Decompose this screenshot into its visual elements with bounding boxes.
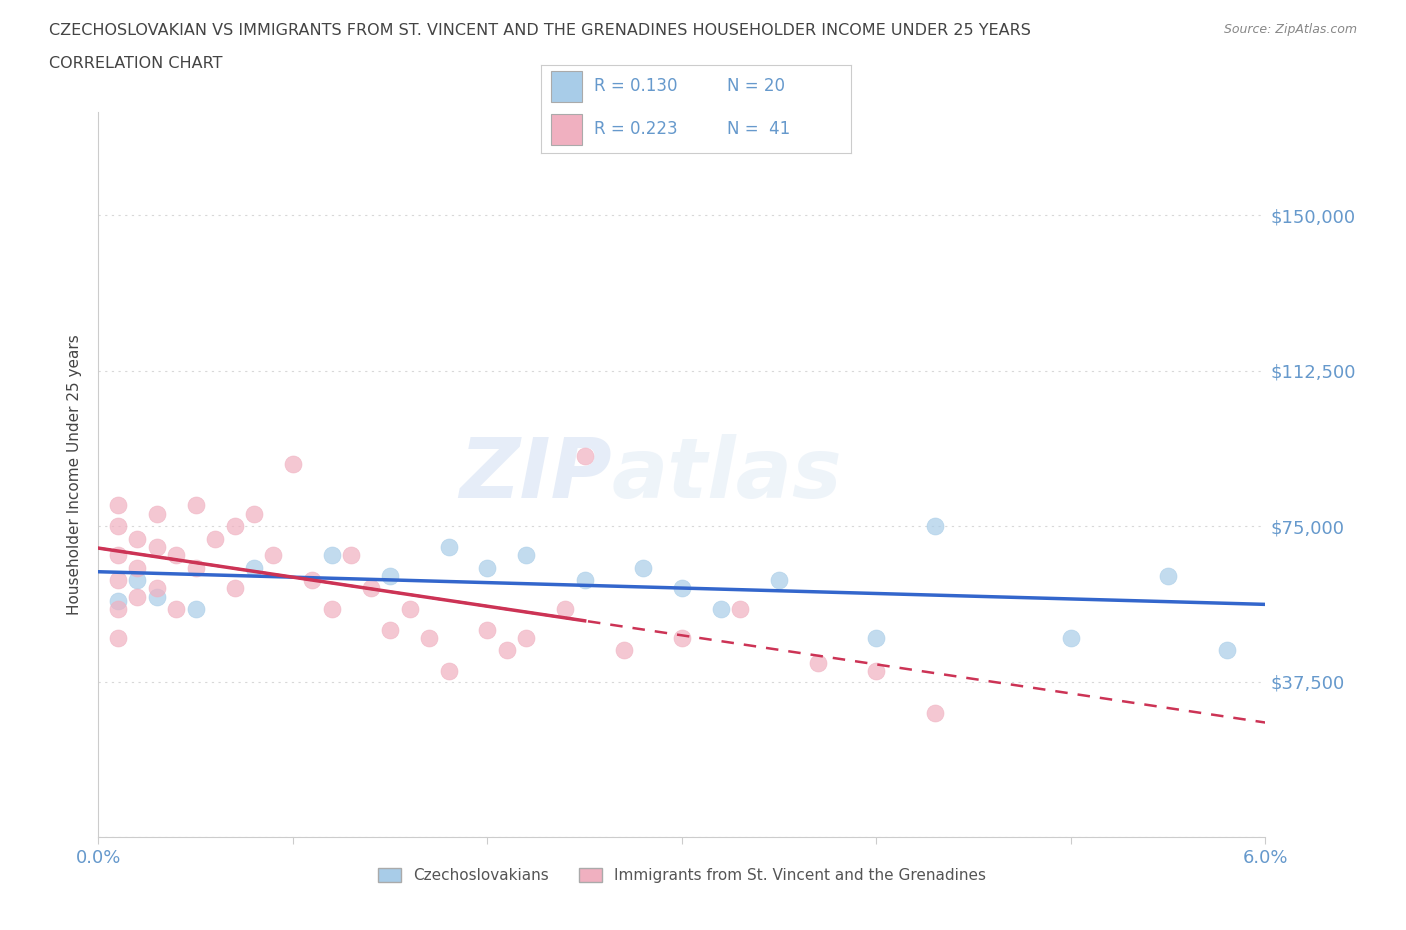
Point (107, 519, 129, 534)
Point (146, 506, 169, 521)
Text: atlas: atlas (612, 433, 842, 515)
Point (127, 560, 149, 575)
Point (671, 631, 693, 645)
Point (398, 602, 420, 617)
Point (515, 548, 537, 563)
Text: N = 20: N = 20 (727, 77, 785, 95)
Point (477, 622, 499, 637)
Point (262, 548, 284, 563)
Point (184, 602, 207, 617)
Point (477, 560, 499, 575)
Text: R = 0.130: R = 0.130 (593, 77, 678, 95)
Point (165, 602, 187, 617)
Point (204, 531, 226, 546)
Text: R = 0.223: R = 0.223 (593, 120, 678, 138)
Point (146, 581, 169, 596)
Point (224, 519, 246, 534)
Point (574, 573, 596, 588)
Point (924, 705, 946, 720)
Point (146, 539, 169, 554)
Point (243, 506, 266, 521)
Point (1215, 643, 1237, 658)
Point (107, 593, 129, 608)
Point (1060, 631, 1083, 645)
Point (380, 568, 402, 583)
Y-axis label: Householder Income Under 25 years: Householder Income Under 25 years (67, 334, 83, 615)
Point (496, 643, 519, 658)
Point (360, 581, 382, 596)
Point (710, 602, 733, 617)
Point (127, 573, 149, 588)
Point (380, 622, 402, 637)
Point (671, 581, 693, 596)
Point (730, 602, 752, 617)
Point (184, 560, 207, 575)
Point (107, 631, 129, 645)
Text: ZIP: ZIP (460, 433, 612, 515)
Text: N =  41: N = 41 (727, 120, 790, 138)
Point (574, 448, 596, 463)
Point (437, 539, 460, 554)
Text: CZECHOSLOVAKIAN VS IMMIGRANTS FROM ST. VINCENT AND THE GRENADINES HOUSEHOLDER IN: CZECHOSLOVAKIAN VS IMMIGRANTS FROM ST. V… (49, 23, 1031, 38)
Text: Source: ZipAtlas.com: Source: ZipAtlas.com (1223, 23, 1357, 36)
Point (107, 602, 129, 617)
Point (1157, 568, 1180, 583)
Text: CORRELATION CHART: CORRELATION CHART (49, 56, 222, 71)
Point (865, 631, 887, 645)
Point (281, 457, 304, 472)
Point (418, 631, 440, 645)
Point (107, 498, 129, 512)
Point (631, 560, 654, 575)
Point (515, 631, 537, 645)
Point (224, 581, 246, 596)
Point (865, 664, 887, 679)
Point (146, 589, 169, 604)
Point (340, 548, 363, 563)
Point (768, 573, 790, 588)
Point (321, 548, 343, 563)
Point (924, 519, 946, 534)
Point (321, 602, 343, 617)
Point (243, 560, 266, 575)
Point (437, 664, 460, 679)
Point (127, 531, 149, 546)
Point (613, 643, 636, 658)
Point (184, 498, 207, 512)
FancyBboxPatch shape (551, 113, 582, 145)
Point (127, 589, 149, 604)
Point (301, 573, 323, 588)
FancyBboxPatch shape (551, 72, 582, 102)
Point (165, 548, 187, 563)
Point (554, 602, 576, 617)
Point (807, 656, 830, 671)
Legend: Czechoslovakians, Immigrants from St. Vincent and the Grenadines: Czechoslovakians, Immigrants from St. Vi… (370, 860, 994, 891)
Point (107, 548, 129, 563)
Point (107, 573, 129, 588)
